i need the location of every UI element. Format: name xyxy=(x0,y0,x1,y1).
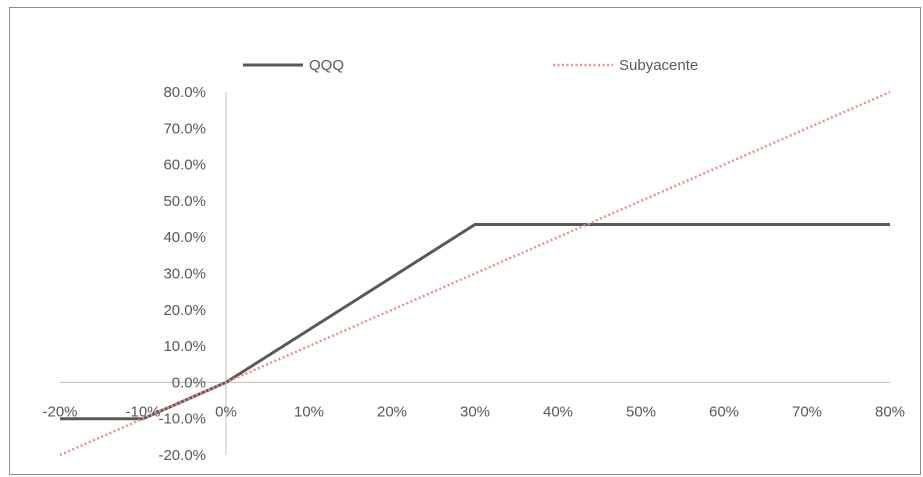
y-tick-label: 30.0% xyxy=(163,266,206,283)
y-tick-label: 50.0% xyxy=(163,193,206,210)
y-tick-label: 80.0% xyxy=(163,84,206,101)
x-tick-label: 30% xyxy=(460,403,490,420)
y-tick-label: 20.0% xyxy=(163,302,206,319)
x-tick-label: -20% xyxy=(42,403,77,420)
y-tick-label: 0.0% xyxy=(172,374,206,391)
y-tick-labels: 80.0% 70.0% 60.0% 50.0% 40.0% 30.0% 20.0% 10.0%… xyxy=(158,84,206,464)
y-tick-label: 60.0% xyxy=(163,157,206,174)
y-tick-label: 40.0% xyxy=(163,229,206,246)
y-tick-label: 10.0% xyxy=(163,338,206,355)
y-tick-label: -20.0% xyxy=(158,447,206,464)
legend-label-qqq: QQQ xyxy=(309,57,344,74)
x-tick-label: 20% xyxy=(377,403,407,420)
x-tick-label: 10% xyxy=(294,403,324,420)
legend-label-subyacente: Subyacente xyxy=(619,57,698,74)
x-tick-label: 80% xyxy=(875,403,905,420)
x-tick-label: 50% xyxy=(626,403,656,420)
chart-area xyxy=(9,7,921,475)
series-group xyxy=(59,90,891,457)
x-tick-label: 70% xyxy=(792,403,822,420)
y-tick-label: 70.0% xyxy=(163,120,206,137)
x-tick-label: 40% xyxy=(543,403,573,420)
x-tick-label: 0% xyxy=(215,403,237,420)
y-tick-label: -10.0% xyxy=(158,411,206,428)
x-tick-label: 60% xyxy=(709,403,739,420)
legend: QQQ Subyacente xyxy=(243,57,698,74)
